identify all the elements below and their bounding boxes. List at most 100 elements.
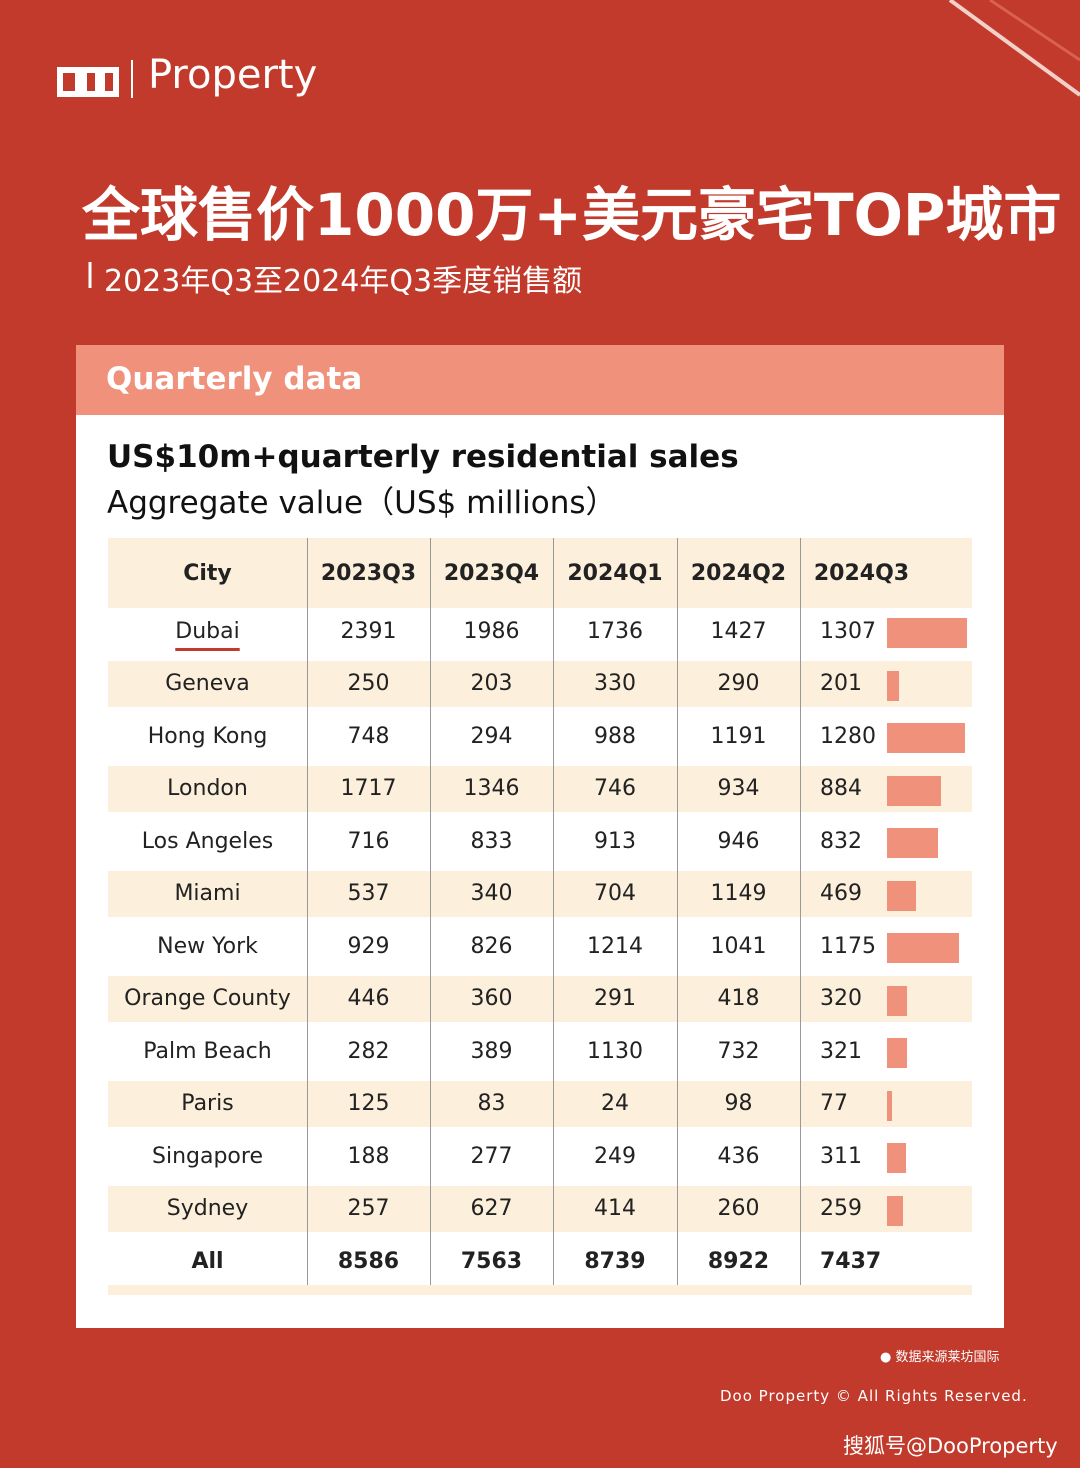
sales-value: 125 <box>347 1091 390 1117</box>
sales-value: 1427 <box>710 618 767 644</box>
card-heading: US$10m+quarterly residential sales <box>107 439 739 475</box>
sales-value: 704 <box>594 881 636 907</box>
table-foot <box>108 1284 972 1295</box>
bar <box>887 775 942 806</box>
sales-value: 77 <box>820 1091 848 1117</box>
city-name: Hong Kong <box>147 723 268 749</box>
row-stripe <box>108 660 972 707</box>
city-name: Paris <box>181 1091 234 1117</box>
sales-value: 7437 <box>820 1248 882 1274</box>
sales-value: 988 <box>594 723 636 749</box>
bar <box>887 618 967 648</box>
column-header: 2024Q3 <box>813 560 910 586</box>
sales-value: 290 <box>717 671 760 697</box>
sales-value: 389 <box>470 1038 513 1064</box>
city-name: All <box>191 1248 224 1274</box>
row-stripe <box>108 870 972 917</box>
sales-value: 627 <box>470 1196 513 1222</box>
sales-value: 320 <box>820 986 862 1012</box>
sales-value: 1191 <box>710 723 767 749</box>
sales-value: 98 <box>724 1091 753 1117</box>
sales-value: 260 <box>717 1196 760 1222</box>
sales-value: 1346 <box>463 776 520 802</box>
sales-value: 469 <box>820 881 862 907</box>
bar <box>887 880 916 911</box>
column-divider <box>800 538 801 1285</box>
card-label: Quarterly data <box>106 361 363 397</box>
column-header: 2023Q3 <box>320 560 417 586</box>
subtitle: 2023年Q3至2024年Q3季度销售额 <box>104 264 583 299</box>
table: City 2023Q3 2023Q4 2024Q1 2024Q2 2024Q3 Dubai 2… <box>108 538 972 1298</box>
sales-value: 1307 <box>820 618 876 644</box>
sales-value: 203 <box>470 671 513 697</box>
sales-value: 832 <box>820 828 862 854</box>
bar <box>887 1038 907 1068</box>
column-header: City <box>183 560 232 586</box>
sales-value: 1130 <box>587 1038 643 1064</box>
column-divider <box>307 538 308 1285</box>
sales-value: 418 <box>717 986 760 1012</box>
sales-value: 1214 <box>587 933 643 959</box>
row-stripe <box>108 1185 972 1232</box>
sales-value: 946 <box>717 828 760 854</box>
sales-value: 446 <box>347 986 390 1012</box>
source: ● 数据来源莱坊国际 <box>880 1350 1000 1365</box>
city-name: Dubai <box>175 618 240 644</box>
sales-value: 259 <box>820 1196 862 1222</box>
sales-value: 250 <box>347 671 390 697</box>
card: Quarterly data US$10m+quarterly resident… <box>76 345 1004 1328</box>
sales-value: 340 <box>470 881 513 907</box>
watermark: 搜狐号@DooProperty <box>843 1434 1058 1458</box>
bar <box>887 1195 903 1226</box>
sales-value: 2391 <box>340 618 397 644</box>
bar <box>887 828 938 858</box>
column-divider <box>553 538 554 1285</box>
copyright: Doo Property © All Rights Reserved. <box>720 1387 1028 1405</box>
sales-value: 24 <box>601 1091 629 1117</box>
sales-value: 929 <box>347 933 390 959</box>
bar <box>887 1090 892 1121</box>
city-name: Singapore <box>152 1143 263 1169</box>
city-name: New York <box>157 933 258 959</box>
sales-value: 414 <box>594 1196 636 1222</box>
column-header: 2023Q4 <box>443 560 540 586</box>
sales-value: 188 <box>347 1143 390 1169</box>
sales-value: 311 <box>820 1143 862 1169</box>
sales-value: 321 <box>820 1038 862 1064</box>
sales-value: 1149 <box>710 881 767 907</box>
bar <box>887 670 900 701</box>
sales-value: 537 <box>347 881 390 907</box>
row-stripe <box>108 975 972 1022</box>
sales-value: 1175 <box>820 933 876 959</box>
source-text: 数据来源莱坊国际 <box>895 1350 1000 1365</box>
sales-value: 8586 <box>337 1248 400 1274</box>
bar <box>887 985 907 1016</box>
city-name: Miami <box>174 881 241 907</box>
city-name: Sydney <box>166 1196 249 1222</box>
sales-value: 7563 <box>460 1248 523 1274</box>
city-name: London <box>167 776 248 802</box>
sales-value: 330 <box>594 671 636 697</box>
column-header: 2024Q1 <box>567 560 663 586</box>
column-header: 2024Q2 <box>690 560 787 586</box>
sales-value: 436 <box>717 1143 760 1169</box>
title: 全球售价1000万+美元豪宅TOP城市 <box>82 181 1062 249</box>
sales-value: 201 <box>820 671 862 697</box>
sales-value: 1280 <box>820 723 876 749</box>
column-divider <box>677 538 678 1285</box>
sales-value: 826 <box>470 933 513 959</box>
sales-value: 1986 <box>463 618 520 644</box>
city-name: Los Angeles <box>141 828 274 854</box>
sales-value: 294 <box>470 723 513 749</box>
city-name: Geneva <box>165 671 250 697</box>
sales-value: 913 <box>594 828 636 854</box>
sales-value: 934 <box>717 776 760 802</box>
header-row <box>108 538 972 608</box>
sales-value: 716 <box>347 828 390 854</box>
row-stripe <box>108 1080 972 1127</box>
bar <box>887 933 959 963</box>
bar <box>887 723 966 753</box>
sales-value: 833 <box>470 828 513 854</box>
sales-value: 277 <box>470 1143 513 1169</box>
